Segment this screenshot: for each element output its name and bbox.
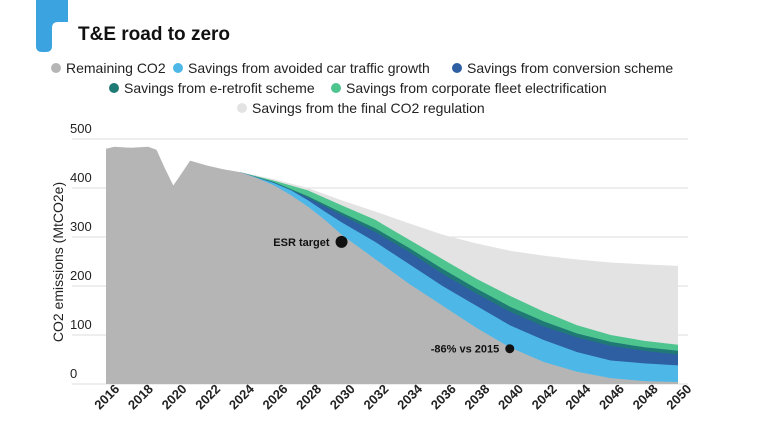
annotation-dot xyxy=(335,235,348,248)
x-tick-label: 2030 xyxy=(327,381,358,412)
x-tick-label: 2022 xyxy=(192,381,223,412)
x-tick-label: 2016 xyxy=(91,381,122,412)
annotation-dot xyxy=(505,344,515,354)
x-tick-label: 2050 xyxy=(663,381,694,412)
legend-label-e-retrofit: Savings from e-retrofit scheme xyxy=(124,80,315,96)
x-tick-label: 2028 xyxy=(293,381,324,412)
annotation-label: -86% vs 2015 xyxy=(431,344,500,356)
legend: Remaining CO2 Savings from avoided car t… xyxy=(51,60,673,116)
annotations: ESR target -86% vs 2015 xyxy=(273,235,515,356)
x-tick-label: 2034 xyxy=(394,381,426,413)
area-remaining-co2 xyxy=(106,146,678,384)
legend-marker-conversion xyxy=(452,63,462,73)
y-tick-label: 200 xyxy=(70,268,92,283)
series-areas xyxy=(106,146,678,384)
x-tick-label: 2044 xyxy=(562,381,594,413)
x-tick-label: 2042 xyxy=(529,381,560,412)
x-tick-label: 2026 xyxy=(260,381,291,412)
y-axis-ticks: 0 100 200 300 400 500 xyxy=(70,121,92,381)
y-tick-label: 500 xyxy=(70,121,92,136)
legend-label-avoided-traffic: Savings from avoided car traffic growth xyxy=(188,60,430,76)
x-tick-label: 2020 xyxy=(159,381,190,412)
legend-label-remaining: Remaining CO2 xyxy=(66,60,166,76)
legend-label-fleet: Savings from corporate fleet electrifica… xyxy=(346,80,607,96)
x-tick-label: 2036 xyxy=(428,381,459,412)
y-tick-label: 0 xyxy=(70,366,77,381)
y-tick-label: 300 xyxy=(70,219,92,234)
brand-corner-tab-icon xyxy=(36,0,68,52)
y-tick-label: 100 xyxy=(70,317,92,332)
x-tick-label: 2024 xyxy=(226,381,258,413)
legend-marker-avoided-traffic xyxy=(173,63,183,73)
x-tick-label: 2018 xyxy=(125,381,156,412)
annotation-label: ESR target xyxy=(273,237,330,249)
x-tick-label: 2046 xyxy=(596,381,627,412)
x-tick-label: 2032 xyxy=(360,381,391,412)
x-axis-ticks: 2016 2018 2020 2022 2024 2026 2028 2030 2032 2034… xyxy=(91,381,694,413)
x-tick-label: 2048 xyxy=(630,381,661,412)
legend-marker-e-retrofit xyxy=(109,83,119,93)
legend-marker-final-regulation xyxy=(237,103,247,113)
legend-label-conversion: Savings from conversion scheme xyxy=(467,60,673,76)
x-tick-label: 2038 xyxy=(461,381,492,412)
legend-marker-remaining xyxy=(51,63,61,73)
legend-marker-fleet xyxy=(331,83,341,93)
chart-title: T&E road to zero xyxy=(78,24,230,45)
y-tick-label: 400 xyxy=(70,170,92,185)
x-tick-label: 2040 xyxy=(495,381,526,412)
legend-label-final-regulation: Savings from the final CO2 regulation xyxy=(252,100,485,116)
y-axis-label: CO2 emissions (MtCO2e) xyxy=(50,182,66,342)
